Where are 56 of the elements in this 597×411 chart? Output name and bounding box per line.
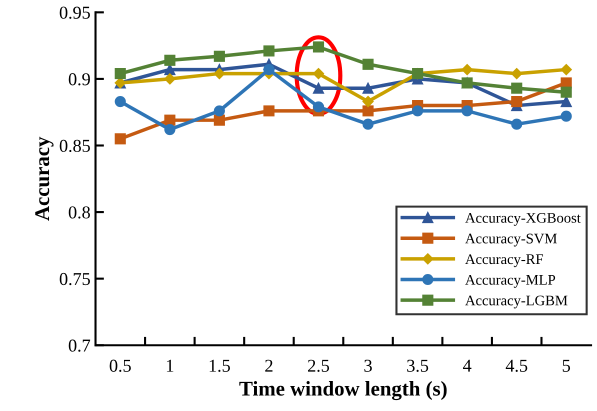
point: [164, 124, 176, 136]
x-tick-label: 0.5: [110, 360, 131, 372]
legend-label: Accuracy-MLP: [465, 274, 556, 288]
y-tick-label: 0.7: [68, 339, 90, 352]
x-tick-label: 5: [562, 360, 570, 372]
legend-label: Accuracy-SVM: [465, 234, 557, 246]
y-tick-label: 0.95: [60, 6, 90, 19]
point: [214, 50, 225, 62]
y-tick-label: 0.85: [60, 140, 90, 152]
point: [312, 41, 324, 53]
point: [114, 96, 126, 108]
point: [511, 96, 522, 108]
point: [263, 45, 275, 57]
x-tick-label: 4: [462, 360, 472, 372]
point: [114, 68, 126, 80]
point: [362, 58, 374, 70]
point: [511, 118, 522, 130]
y-tick-label: 0.9: [68, 73, 90, 86]
point: [412, 105, 424, 116]
x-tick-label: 1.5: [210, 360, 230, 372]
point: [511, 82, 522, 94]
legend-label: Accuracy-RF: [465, 254, 544, 268]
point: [263, 105, 275, 116]
point: [114, 133, 126, 144]
legend-label: Accuracy-LGBM: [465, 296, 568, 308]
x-tick-label: 1: [166, 360, 174, 372]
point: [214, 105, 225, 116]
x-tick-label: 2.5: [308, 360, 330, 372]
point: [214, 68, 226, 80]
point: [312, 101, 324, 112]
point: [511, 68, 522, 80]
point: [560, 110, 572, 122]
point: [362, 118, 374, 130]
point: [312, 68, 324, 80]
point: [312, 82, 324, 94]
y-tick-label: 0.75: [60, 272, 90, 286]
point: [164, 54, 176, 66]
point: [164, 114, 176, 126]
point: [214, 114, 225, 126]
point: [362, 105, 374, 116]
y-tick-label: 0.8: [68, 206, 90, 219]
x-tick-label: 4.5: [506, 360, 528, 372]
point: [560, 86, 572, 98]
y-axis-title: Accuracy: [35, 136, 54, 221]
x-tick-label: 2: [265, 360, 272, 372]
point: [362, 96, 374, 108]
legend-label: Accuracy-XGBoost: [465, 213, 581, 226]
x-tick-label: 3: [364, 360, 372, 372]
point: [560, 64, 572, 76]
x-tick-label: 3.5: [407, 360, 428, 372]
point: [263, 64, 275, 76]
point: [362, 82, 374, 94]
x-axis-title: Time window length (s): [239, 381, 447, 400]
point: [462, 64, 473, 76]
point: [462, 105, 473, 116]
point: [164, 73, 176, 85]
